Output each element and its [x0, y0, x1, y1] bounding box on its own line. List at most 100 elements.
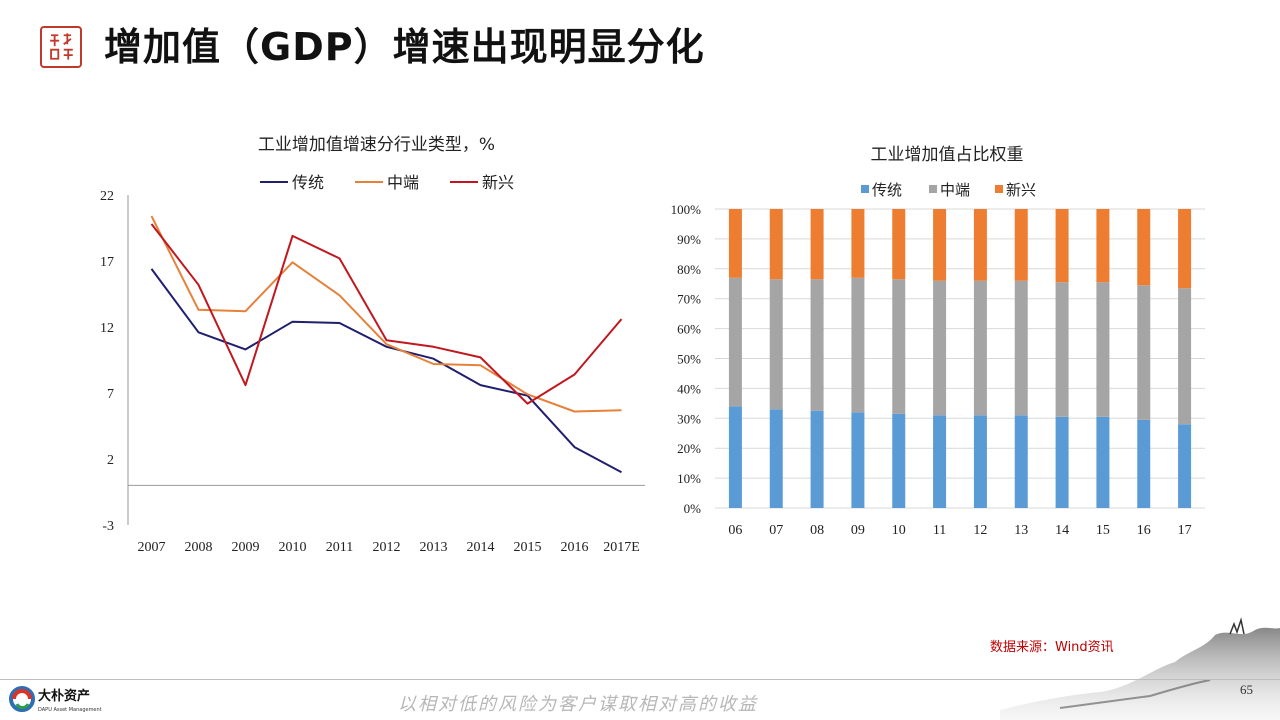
page-number: 65	[1240, 682, 1253, 697]
chart2-bar-segment-1	[933, 280, 947, 416]
chart2-title: 工业增加值占比权重	[871, 145, 1024, 164]
chart2-bar-segment-1	[1014, 280, 1028, 416]
chart2-y-tick-label: 60%	[677, 322, 701, 337]
chart2-bar-segment-0	[851, 412, 865, 508]
chart1-legend-label-1: 中端	[387, 173, 419, 192]
chart2-y-tick-label: 20%	[677, 441, 701, 456]
chart1-y-tick-label: -3	[102, 519, 114, 534]
chart2-y-tick-label: 30%	[677, 411, 701, 426]
chart2-x-tick-label: 12	[973, 523, 987, 538]
chart2-legend-swatch-0	[861, 185, 869, 193]
chart2-bar-segment-1	[973, 280, 987, 416]
chart2-x-tick-label: 10	[892, 523, 906, 538]
chart2-bar-segment-1	[810, 279, 824, 411]
chart2-bar-segment-1	[1055, 282, 1069, 417]
chart2-bar-segment-0	[1096, 416, 1110, 508]
chart2-bar-segment-2	[851, 209, 865, 278]
chart2-y-tick-label: 90%	[677, 232, 701, 247]
chart2-bar-segment-2	[1178, 209, 1192, 289]
chart1-legend-label-0: 传统	[292, 173, 324, 192]
chart2-x-tick-label: 17	[1178, 523, 1192, 538]
chart2-x-tick-label: 16	[1137, 523, 1151, 538]
chart1-x-tick-label: 2008	[185, 540, 213, 555]
chart2-bar-segment-0	[1178, 424, 1192, 508]
chart1-x-tick-label: 2014	[467, 540, 495, 555]
chart1-y-tick-label: 12	[100, 321, 114, 336]
chart1-title: 工业增加值增速分行业类型，%	[258, 135, 495, 155]
footer-slogan: 以相对低的风险为客户谋取相对高的收益	[398, 694, 758, 715]
chart1-x-tick-label: 2016	[561, 540, 589, 555]
chart2-x-tick-label: 06	[728, 523, 742, 538]
chart2-bar-segment-1	[1178, 288, 1192, 425]
seal-logo-icon	[40, 26, 82, 68]
chart1-y-tick-label: 7	[107, 387, 114, 402]
chart2-bar-segment-2	[810, 209, 824, 280]
chart1-y-tick-label: 22	[100, 189, 114, 204]
chart1-series-line-1	[150, 215, 622, 413]
chart2-bar-segment-2	[1096, 209, 1110, 283]
chart2-x-tick-label: 09	[851, 523, 865, 538]
chart2-x-tick-label: 14	[1055, 523, 1069, 538]
company-english-name: DAPU Asset Management	[38, 707, 102, 713]
chart2-bar-segment-0	[1137, 419, 1151, 508]
chart2-x-tick-label: 08	[810, 523, 824, 538]
chart1-x-tick-label: 2012	[373, 540, 401, 555]
chart2-bar-segment-0	[1014, 415, 1028, 508]
chart1-legend-label-2: 新兴	[482, 173, 514, 192]
chart2-bar-segment-0	[1055, 416, 1069, 508]
chart2-bar-segment-0	[973, 415, 987, 508]
chart1-x-tick-label: 2013	[420, 540, 448, 555]
chart2-bar-segment-1	[851, 277, 865, 413]
chart2-bar-segment-0	[728, 406, 742, 508]
chart2-x-tick-label: 13	[1014, 523, 1028, 538]
chart2-legend-swatch-1	[929, 185, 937, 193]
chart2-bar-segment-2	[1055, 209, 1069, 283]
chart2-y-tick-label: 0%	[684, 501, 702, 516]
data-source-note: 数据来源：Wind资讯	[990, 640, 1114, 655]
chart2-y-tick-label: 10%	[677, 471, 701, 486]
chart2-legend-label-2: 新兴	[1006, 182, 1036, 199]
chart2-bar-segment-2	[933, 209, 947, 281]
chart2-y-tick-label: 40%	[677, 381, 701, 396]
chart2-bar-segment-0	[810, 410, 824, 508]
chart1-y-tick-label: 2	[107, 453, 114, 468]
chart2-y-tick-label: 50%	[677, 352, 701, 367]
chart2-bar-segment-1	[892, 279, 906, 414]
company-logo: 大朴资产 DAPU Asset Management	[9, 686, 102, 713]
chart2-bar-segment-1	[1137, 285, 1151, 420]
chart2-bar-segment-2	[1014, 209, 1028, 281]
ink-landscape-decoration	[1000, 617, 1280, 720]
chart2-x-tick-label: 11	[933, 523, 946, 538]
company-name: 大朴资产	[38, 688, 90, 704]
chart2-y-tick-label: 70%	[677, 292, 701, 307]
industry-growth-line-chart: 工业增加值增速分行业类型，% 传统 中端 新兴 22 17 12 7 2 -3 2007 2008 20…	[100, 135, 645, 555]
chart2-bar-segment-2	[973, 209, 987, 281]
chart1-y-tick-label: 17	[100, 255, 114, 270]
chart2-bar-segment-2	[728, 209, 742, 278]
chart1-x-tick-label: 2011	[326, 540, 353, 555]
chart1-x-tick-label: 2009	[232, 540, 260, 555]
chart1-x-tick-label: 2007	[138, 540, 166, 555]
chart2-legend-swatch-2	[995, 185, 1003, 193]
chart2-bar-segment-0	[892, 413, 906, 508]
chart1-x-tick-label: 2015	[514, 540, 542, 555]
chart2-y-tick-label: 100%	[671, 202, 702, 217]
chart2-bar-segment-0	[769, 409, 783, 508]
chart2-bar-segment-2	[1137, 209, 1151, 286]
chart1-series-line-0	[150, 268, 622, 474]
chart2-legend-label-0: 传统	[872, 182, 902, 199]
chart1-x-tick-label: 2017E	[603, 540, 640, 555]
chart2-bar-segment-2	[892, 209, 906, 280]
page-title: 增加值（GDP）增速出现明显分化	[104, 25, 705, 69]
footer-divider	[0, 679, 1280, 680]
chart2-x-tick-label: 07	[769, 523, 783, 538]
chart2-bar-segment-1	[1096, 282, 1110, 417]
chart2-bar-segment-1	[769, 279, 783, 410]
chart1-series-line-2	[150, 223, 623, 405]
chart1-x-tick-label: 2010	[279, 540, 307, 555]
chart2-y-tick-label: 80%	[677, 262, 701, 277]
chart2-bar-segment-0	[933, 415, 947, 508]
chart2-bar-segment-2	[769, 209, 783, 280]
chart2-bar-segment-1	[728, 277, 742, 407]
